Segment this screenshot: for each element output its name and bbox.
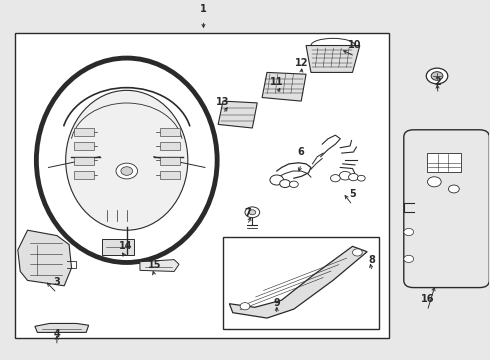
Bar xyxy=(160,128,179,136)
Bar xyxy=(74,171,94,179)
Text: 6: 6 xyxy=(298,147,305,157)
Circle shape xyxy=(448,185,459,193)
Polygon shape xyxy=(229,246,367,318)
Bar xyxy=(160,171,179,179)
Text: 4: 4 xyxy=(53,329,60,339)
Polygon shape xyxy=(218,101,257,128)
Circle shape xyxy=(290,181,298,188)
Bar xyxy=(160,142,179,150)
Polygon shape xyxy=(306,45,360,72)
Circle shape xyxy=(121,167,133,175)
Circle shape xyxy=(280,180,291,188)
Circle shape xyxy=(116,163,138,179)
Ellipse shape xyxy=(36,58,217,262)
Circle shape xyxy=(339,171,351,180)
Circle shape xyxy=(357,175,365,181)
Bar xyxy=(74,142,94,150)
Circle shape xyxy=(270,175,284,185)
Bar xyxy=(74,157,94,165)
Polygon shape xyxy=(262,72,306,101)
Polygon shape xyxy=(35,323,89,332)
Circle shape xyxy=(245,207,260,218)
Circle shape xyxy=(404,255,414,262)
Circle shape xyxy=(426,68,448,84)
FancyBboxPatch shape xyxy=(427,153,461,172)
Circle shape xyxy=(348,174,358,181)
Circle shape xyxy=(240,303,250,310)
FancyBboxPatch shape xyxy=(404,130,490,288)
Bar xyxy=(15,33,389,338)
Text: 10: 10 xyxy=(348,40,362,50)
Circle shape xyxy=(404,228,414,235)
Text: 8: 8 xyxy=(368,255,375,265)
Text: 1: 1 xyxy=(200,4,207,14)
Text: 16: 16 xyxy=(420,294,434,305)
Circle shape xyxy=(427,177,441,187)
Circle shape xyxy=(249,210,256,215)
Text: 5: 5 xyxy=(349,189,356,199)
Circle shape xyxy=(431,72,443,80)
Bar xyxy=(74,128,94,136)
Text: 14: 14 xyxy=(119,240,132,251)
Text: 15: 15 xyxy=(148,260,161,270)
Bar xyxy=(223,237,379,329)
Circle shape xyxy=(331,175,340,182)
Polygon shape xyxy=(18,230,72,286)
Bar xyxy=(160,157,179,165)
Text: 3: 3 xyxy=(53,276,60,287)
Text: 11: 11 xyxy=(270,77,284,87)
Text: 9: 9 xyxy=(273,298,280,308)
Circle shape xyxy=(352,249,362,256)
Polygon shape xyxy=(140,260,179,271)
Ellipse shape xyxy=(66,90,188,230)
Text: 7: 7 xyxy=(244,208,251,219)
Text: 13: 13 xyxy=(216,97,230,107)
Bar xyxy=(102,239,134,255)
Text: 2: 2 xyxy=(435,77,441,87)
Text: 12: 12 xyxy=(294,58,308,68)
